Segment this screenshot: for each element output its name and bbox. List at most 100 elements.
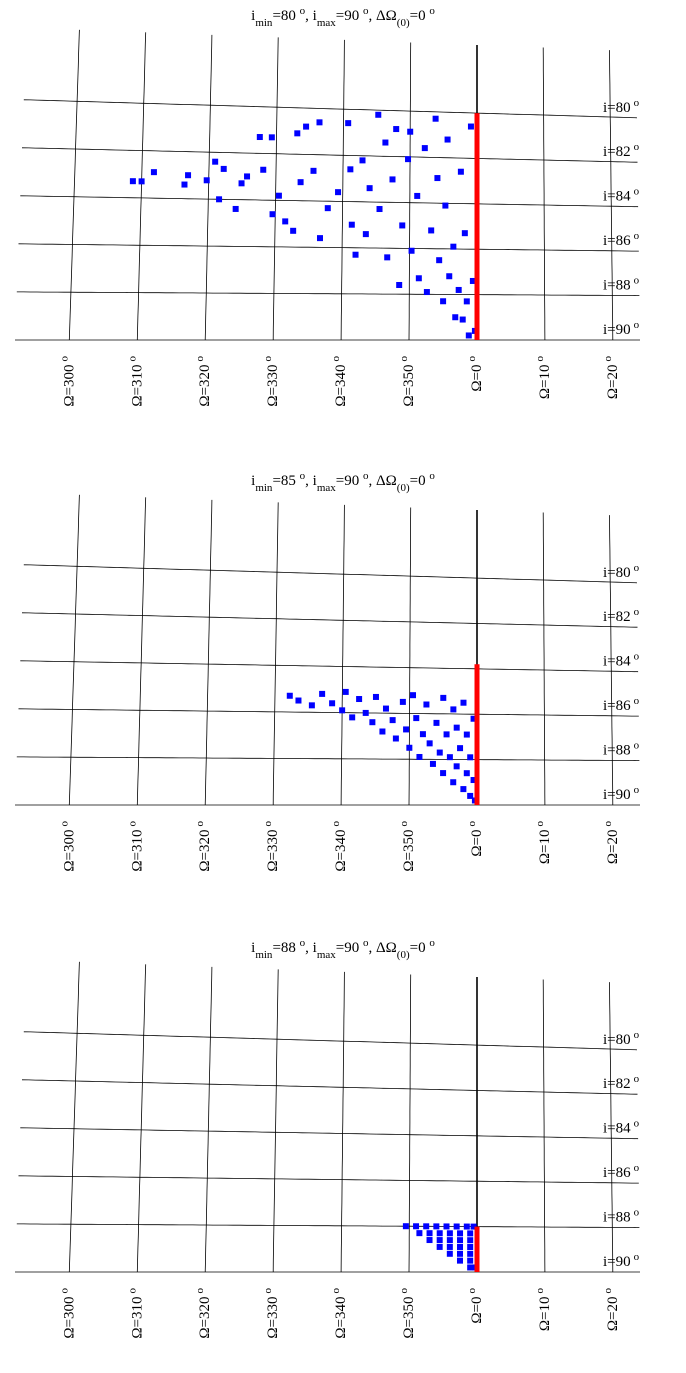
grid-line — [609, 982, 614, 1273]
data-point — [429, 760, 436, 767]
title-part: o — [300, 5, 306, 17]
y-tick-text: i=82 — [603, 609, 631, 625]
grid-line — [18, 1175, 639, 1184]
data-point — [181, 181, 188, 188]
degree-mark: o — [602, 356, 614, 362]
title-part: o — [363, 937, 369, 949]
x-tick-label: Ω=300 o — [58, 821, 77, 872]
data-point — [203, 177, 210, 184]
data-point — [428, 227, 435, 234]
y-tick-text: i=90 — [603, 322, 631, 338]
x-tick-text: Ω=20 — [605, 1297, 621, 1332]
data-point — [470, 1223, 477, 1230]
grid-line — [136, 497, 147, 806]
grid-line — [204, 34, 213, 341]
grid-line — [16, 1223, 640, 1228]
data-point — [310, 167, 317, 174]
data-point — [290, 227, 297, 234]
grid-line — [20, 1127, 639, 1140]
data-point — [303, 123, 310, 130]
x-tick-text: Ω=310 — [129, 365, 145, 407]
data-point — [457, 745, 464, 752]
grid-line — [136, 32, 147, 341]
chart-title: imin=88 o, imax=90 o, ΔΩ(0)=0 o — [251, 937, 435, 961]
title-part: , i — [305, 940, 317, 956]
data-point — [359, 157, 366, 164]
y-tick-text: i=80 — [603, 565, 631, 581]
degree-mark: o — [634, 319, 640, 331]
x-tick-label: Ω=310 o — [126, 356, 145, 407]
data-point — [407, 128, 414, 135]
data-point — [329, 700, 336, 707]
degree-mark: o — [634, 740, 640, 752]
data-point — [453, 1223, 460, 1230]
title-part: , ΔΩ — [369, 8, 397, 24]
data-point — [356, 696, 363, 703]
x-tick-label: Ω=10 o — [534, 1288, 553, 1332]
degree-mark: o — [466, 821, 478, 827]
data-point — [319, 690, 326, 697]
data-point — [446, 754, 453, 761]
title-part: =80 — [272, 8, 299, 24]
data-point — [362, 231, 369, 238]
data-point — [232, 205, 239, 212]
data-point — [286, 692, 293, 699]
data-point — [352, 251, 359, 258]
y-tick-text: i=82 — [603, 1076, 631, 1092]
x-tick-label: Ω=20 o — [602, 1288, 621, 1332]
x-tick-text: Ω=10 — [537, 1297, 553, 1332]
data-point — [443, 1223, 450, 1230]
grid-line — [542, 512, 546, 806]
data-point — [467, 1230, 474, 1237]
y-tick-label: i=88 o — [603, 740, 640, 759]
data-point — [379, 728, 386, 735]
data-point — [382, 139, 389, 146]
y-tick-text: i=84 — [603, 654, 631, 670]
x-tick-text: Ω=330 — [265, 1297, 281, 1339]
x-tick-label: Ω=310 o — [126, 1288, 145, 1339]
grid-line — [542, 979, 546, 1273]
data-point — [456, 1250, 463, 1257]
degree-mark: o — [466, 356, 478, 362]
degree-mark: o — [634, 784, 640, 796]
y-tick-text: i=88 — [603, 1210, 631, 1226]
x-tick-text: Ω=0 — [469, 830, 485, 857]
degree-mark: o — [602, 821, 614, 827]
data-point — [389, 176, 396, 183]
x-tick-text: Ω=300 — [61, 365, 77, 407]
grid-line — [204, 499, 213, 806]
grid-line — [340, 504, 345, 806]
y-tick-text: i=84 — [603, 1121, 631, 1137]
data-point — [393, 126, 400, 133]
x-tick-label: Ω=340 o — [330, 821, 349, 872]
x-tick-text: Ω=320 — [197, 365, 213, 407]
degree-mark: o — [602, 1288, 614, 1294]
data-point — [440, 298, 447, 305]
title-part: =0 — [410, 940, 430, 956]
title-part: o — [363, 470, 369, 482]
x-tick-label: Ω=350 o — [398, 1288, 417, 1339]
data-point — [339, 707, 346, 714]
data-point — [440, 694, 447, 701]
data-point — [469, 277, 476, 284]
data-point — [413, 715, 420, 722]
degree-mark: o — [634, 1029, 640, 1041]
x-tick-label: Ω=330 o — [262, 821, 281, 872]
degree-mark: o — [634, 186, 640, 198]
data-point — [433, 719, 440, 726]
data-point — [405, 156, 412, 163]
data-point — [453, 724, 460, 731]
title-part: min — [255, 17, 273, 29]
data-point — [463, 770, 470, 777]
grid-line — [272, 502, 279, 806]
degree-mark: o — [634, 1073, 640, 1085]
data-point — [269, 211, 276, 218]
data-point — [212, 158, 219, 165]
degree-mark: o — [126, 356, 138, 362]
y-tick-label: i=86 o — [603, 230, 640, 249]
grid-line — [340, 39, 345, 341]
x-tick-label: Ω=330 o — [262, 1288, 281, 1339]
grid-line — [272, 969, 279, 1273]
title-part: i — [251, 8, 255, 24]
